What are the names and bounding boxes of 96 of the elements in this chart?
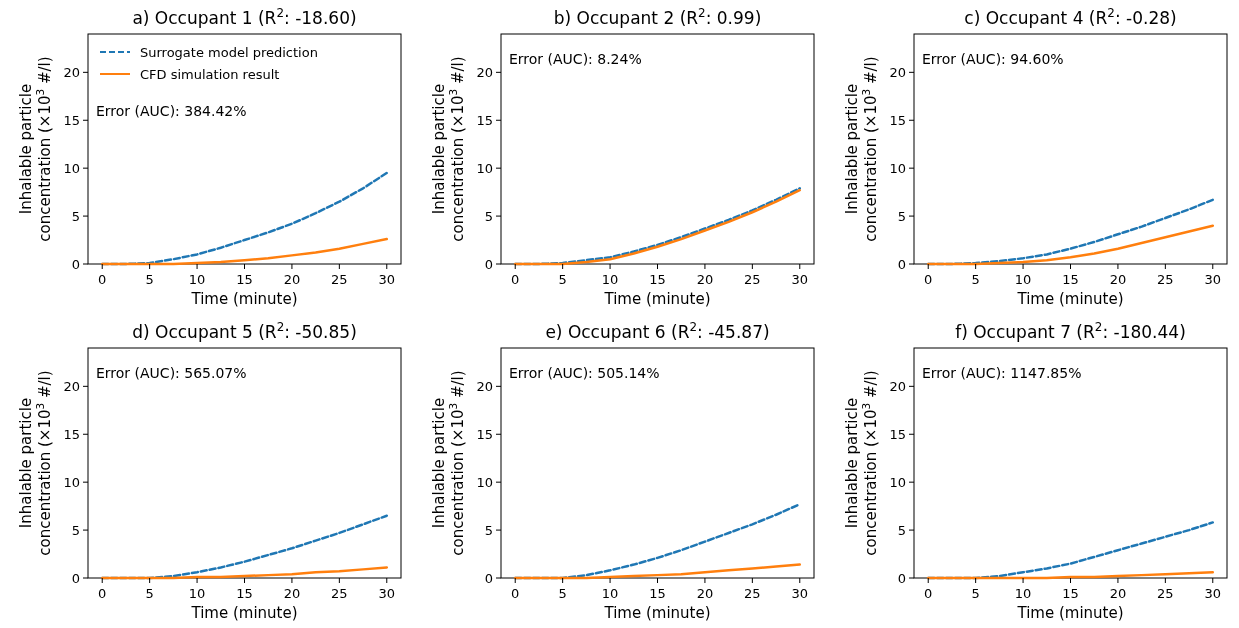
x-tick-label: 0 <box>98 586 107 601</box>
y-tick-label: 20 <box>889 378 906 394</box>
annotation: Error (AUC): 8.24% <box>509 51 642 67</box>
x-tick-label: 30 <box>1204 586 1222 601</box>
y-tick-label: 10 <box>476 474 493 490</box>
x-tick-label: 30 <box>378 272 396 287</box>
line-series <box>100 237 389 266</box>
y-tick-label: 0 <box>897 570 906 586</box>
x-tick-label: 15 <box>649 272 666 287</box>
x-tick-label: 0 <box>511 272 520 287</box>
y-tick-label: 15 <box>476 112 493 128</box>
x-tick-label: 30 <box>1204 272 1222 287</box>
y-tick-label: 0 <box>897 256 906 272</box>
x-tick-label: 15 <box>649 586 666 601</box>
y-tick-label: 15 <box>63 112 80 128</box>
line-series <box>100 566 389 580</box>
x-tick-label: 25 <box>744 586 761 601</box>
chart-title: b) Occupant 2 (R$^{2}$: 0.99) <box>553 6 762 28</box>
x-tick-label: 0 <box>924 586 933 601</box>
y-tick-label: 5 <box>897 208 906 224</box>
y-tick-label: 20 <box>476 64 493 80</box>
x-tick-label: 5 <box>145 272 154 287</box>
chart-title: a) Occupant 1 (R$^{2}$: -18.60) <box>132 6 357 28</box>
x-tick-label: 5 <box>971 586 980 601</box>
chart-title: d) Occupant 5 (R$^{2}$: -50.85) <box>132 320 357 342</box>
y-tick-label: 15 <box>889 112 906 128</box>
x-tick-label: 5 <box>558 272 567 287</box>
y-tick-label: 10 <box>63 160 80 176</box>
y-tick-label: 15 <box>476 426 493 442</box>
chart-title: e) Occupant 6 (R$^{2}$: -45.87) <box>545 320 770 342</box>
y-tick-label: 5 <box>71 522 80 538</box>
x-tick-label: 10 <box>601 272 619 287</box>
y-tick-label: 10 <box>889 160 906 176</box>
annotation: Error (AUC): 384.42% <box>96 103 247 119</box>
x-tick-label: 25 <box>331 586 348 601</box>
y-tick-label: 5 <box>484 522 493 538</box>
x-tick-label: 15 <box>236 272 253 287</box>
y-tick-label: 0 <box>484 256 493 272</box>
x-tick-label: 10 <box>188 272 206 287</box>
x-tick-label: 25 <box>331 272 348 287</box>
y-tick-label: 20 <box>476 378 493 394</box>
y-tick-label: 15 <box>63 426 80 442</box>
chart-title: c) Occupant 4 (R$^{2}$: -0.28) <box>964 6 1177 28</box>
y-tick-label: 10 <box>889 474 906 490</box>
legend-label: CFD simulation result <box>140 66 280 82</box>
x-tick-label: 25 <box>1157 272 1174 287</box>
x-axis-title: Time (minute) <box>190 290 298 308</box>
x-tick-label: 0 <box>98 272 107 287</box>
x-tick-label: 25 <box>1157 586 1174 601</box>
x-axis-title: Time (minute) <box>603 604 711 622</box>
annotation: Error (AUC): 565.07% <box>96 365 247 381</box>
y-tick-label: 0 <box>71 570 80 586</box>
y-tick-label: 0 <box>71 256 80 272</box>
y-tick-label: 15 <box>889 426 906 442</box>
annotation: Error (AUC): 94.60% <box>922 51 1064 67</box>
x-tick-label: 5 <box>971 272 980 287</box>
chart-title: f) Occupant 7 (R$^{2}$: -180.44) <box>955 320 1186 342</box>
line-series <box>926 224 1215 266</box>
x-tick-label: 0 <box>511 586 520 601</box>
x-tick-label: 10 <box>188 586 206 601</box>
x-tick-label: 20 <box>283 586 301 601</box>
x-tick-label: 30 <box>378 586 396 601</box>
x-tick-label: 10 <box>601 586 619 601</box>
y-tick-label: 10 <box>63 474 80 490</box>
x-tick-label: 15 <box>1062 586 1079 601</box>
x-tick-label: 20 <box>1109 272 1127 287</box>
x-tick-label: 10 <box>1014 586 1032 601</box>
y-tick-label: 20 <box>63 64 80 80</box>
line-series <box>513 563 802 580</box>
y-tick-label: 20 <box>889 64 906 80</box>
x-tick-label: 15 <box>1062 272 1079 287</box>
y-tick-label: 5 <box>484 208 493 224</box>
x-tick-label: 15 <box>236 586 253 601</box>
x-tick-label: 30 <box>791 272 809 287</box>
x-tick-label: 30 <box>791 586 809 601</box>
x-axis-title: Time (minute) <box>603 290 711 308</box>
x-tick-label: 20 <box>283 272 301 287</box>
y-tick-label: 5 <box>897 522 906 538</box>
x-axis-title: Time (minute) <box>1016 604 1124 622</box>
x-tick-label: 0 <box>924 272 933 287</box>
y-tick-label: 10 <box>476 160 493 176</box>
legend-label: Surrogate model prediction <box>140 44 318 60</box>
annotation: Error (AUC): 1147.85% <box>922 365 1082 381</box>
y-tick-label: 0 <box>484 570 493 586</box>
x-tick-label: 25 <box>744 272 761 287</box>
x-tick-label: 20 <box>696 272 714 287</box>
x-axis-title: Time (minute) <box>1016 290 1124 308</box>
x-axis-title: Time (minute) <box>190 604 298 622</box>
x-tick-label: 5 <box>145 586 154 601</box>
x-tick-label: 10 <box>1014 272 1032 287</box>
x-tick-label: 5 <box>558 586 567 601</box>
annotation: Error (AUC): 505.14% <box>509 365 660 381</box>
y-tick-label: 5 <box>71 208 80 224</box>
y-tick-label: 20 <box>63 378 80 394</box>
x-tick-label: 20 <box>1109 586 1127 601</box>
x-tick-label: 20 <box>696 586 714 601</box>
